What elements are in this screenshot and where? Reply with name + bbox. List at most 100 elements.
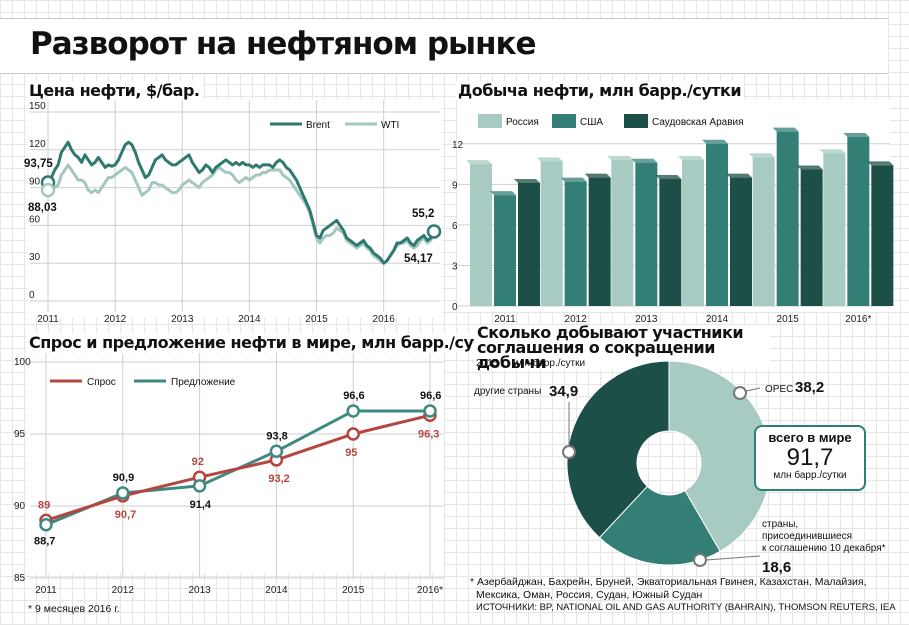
production-legend-swatch-0: [478, 114, 502, 128]
production-bar-1: [635, 162, 658, 306]
supply-demand-y-tick-label: 85: [14, 573, 26, 584]
production-x-tick-label: 2014: [706, 314, 729, 325]
oil-price-x-tick-label: 2013: [171, 314, 194, 325]
supply-demand-label-demand: 93,2: [268, 473, 289, 485]
oil-price-x-tick-label: 2014: [238, 314, 261, 325]
production-bar-top: [536, 157, 563, 162]
production-y-tick-label: 6: [452, 221, 458, 232]
pie-value-others: 34,9: [549, 383, 578, 400]
supply-demand-label-supply: 90,9: [113, 472, 134, 484]
production-bar-top: [490, 191, 516, 196]
production-bar-top: [466, 160, 492, 165]
supply-demand-point-1: [39, 517, 53, 532]
supply-demand-point-1: [423, 404, 437, 418]
pie-joined-label-3: к соглашению 10 декабря*: [762, 543, 886, 554]
production-y-tick-label: 9: [452, 180, 458, 191]
oil-price-y-tick-label: 60: [29, 214, 41, 225]
oil-price-legend-brent: Brent: [306, 120, 330, 131]
pie-subtitle: 2015 г., млн барр./сутки: [476, 358, 586, 369]
production-bar-top: [631, 158, 658, 163]
production-y-tick-label: 0: [452, 302, 458, 313]
supply-demand-label-demand: 90,7: [115, 509, 136, 521]
production-bar-top: [772, 127, 799, 132]
supply-demand-label-supply: 96,6: [420, 390, 441, 402]
supply-demand-legend-supply: Предложение: [171, 377, 236, 388]
production-bar-0: [752, 157, 775, 306]
supply-demand-x-tick-label: 2016*: [417, 585, 443, 596]
oil-price-line-wti: [47, 163, 436, 265]
footnote-countries-2: Мексика, Оман, Россия, Судан, Южный Суда…: [476, 589, 703, 601]
supply-demand-line-0: [45, 413, 431, 522]
oil-price-panel: [27, 100, 442, 318]
oil-price-y-tick-label: 120: [29, 139, 46, 150]
supply-demand-y-tick-label: 90: [14, 501, 26, 512]
production-bar-top: [819, 149, 846, 154]
pie-total-value: 91,7: [786, 444, 834, 471]
production-bar-top: [678, 156, 704, 161]
pie-marker-others: [562, 445, 576, 459]
production-bar-0: [823, 153, 846, 306]
supply-demand-label-demand: 89: [38, 499, 50, 511]
production-y-tick-label: 3: [452, 261, 458, 272]
production-bar-0: [540, 161, 563, 306]
production-y-tick-label: 12: [452, 140, 464, 151]
production-bar-top: [843, 133, 870, 138]
supply-demand-point-1: [269, 444, 284, 459]
production-bar-1: [494, 195, 516, 306]
production-x-tick-label: 2012: [565, 314, 588, 325]
supply-demand-x-tick-label: 2011: [35, 585, 57, 596]
oil-price-annotation: 54,17: [404, 253, 433, 265]
production-bar-top: [514, 178, 540, 183]
supply-demand-x-tick-label: 2015: [342, 585, 365, 596]
pie-joined-label-2: присоединившиеся: [762, 531, 853, 542]
oil-price-line-brent: [46, 140, 436, 265]
production-bar-top: [560, 177, 587, 182]
pie-slice-1: [598, 485, 721, 566]
pie-joined-label-1: страны,: [762, 519, 799, 530]
pie-leader-opec: [745, 387, 761, 392]
supply-demand-point-1: [116, 486, 130, 500]
production-bar-top: [796, 165, 823, 170]
production-bar-top: [867, 161, 894, 166]
production-bar-top: [726, 173, 752, 178]
production-bar-1: [706, 143, 728, 306]
supply-demand-legend-demand: Спрос: [87, 377, 116, 388]
production-bar-top: [607, 156, 634, 161]
pie-marker-opec: [733, 386, 747, 400]
oil-price-annotation: 88,03: [28, 202, 57, 214]
production-bar-0: [470, 164, 492, 306]
pie-label-opec: ОРЕС: [765, 384, 793, 395]
production-bar-1: [776, 131, 799, 306]
production-x-tick-label: 2013: [635, 314, 658, 325]
supply-demand-label-supply: 93,8: [266, 430, 287, 442]
production-bar-top: [584, 173, 611, 178]
supply-demand-label-supply: 91,4: [190, 499, 212, 511]
oil-price-annotation: 55,2: [412, 208, 434, 220]
production-x-tick-label: 2011: [494, 314, 516, 325]
supply-demand-panel: [27, 353, 444, 573]
production-bar-top: [655, 174, 682, 179]
oil-price-y-tick-label: 90: [29, 177, 41, 188]
supply-demand-y-tick-label: 95: [14, 429, 26, 440]
supply-demand-title: Спрос и предложение нефти в мире, млн ба…: [26, 333, 507, 352]
title-banner: Разворот на нефтяном рынке: [0, 18, 888, 74]
production-bar-top: [748, 153, 775, 158]
supply-demand-x-tick-label: 2012: [112, 585, 135, 596]
supply-demand-label-demand: 96,3: [418, 428, 439, 440]
supply-demand-label-supply: 88,7: [34, 536, 55, 548]
pie-slice-2: [566, 360, 670, 539]
main-title: Разворот на нефтяном рынке: [30, 26, 537, 62]
production-bar-0: [682, 160, 704, 306]
production-bar-top: [702, 139, 728, 144]
production-bar-1: [564, 181, 587, 306]
production-title: Добыча нефти, млн барр./сутки: [455, 81, 745, 100]
pie-slice-0: [668, 360, 772, 552]
pie-total-unit: млн барр./сутки: [773, 470, 847, 481]
supply-demand-point-1: [192, 479, 207, 493]
pie-title: Сколько добывают участники соглашения о …: [474, 325, 770, 371]
oil-price-end-marker: [426, 224, 442, 239]
pie-total-box: всего в мире 91,7 млн барр./сутки: [754, 425, 866, 491]
footnote-countries-1: * Азербайджан, Бахрейн, Бруней, Экватори…: [470, 576, 867, 588]
production-legend-swatch-2: [624, 114, 648, 128]
